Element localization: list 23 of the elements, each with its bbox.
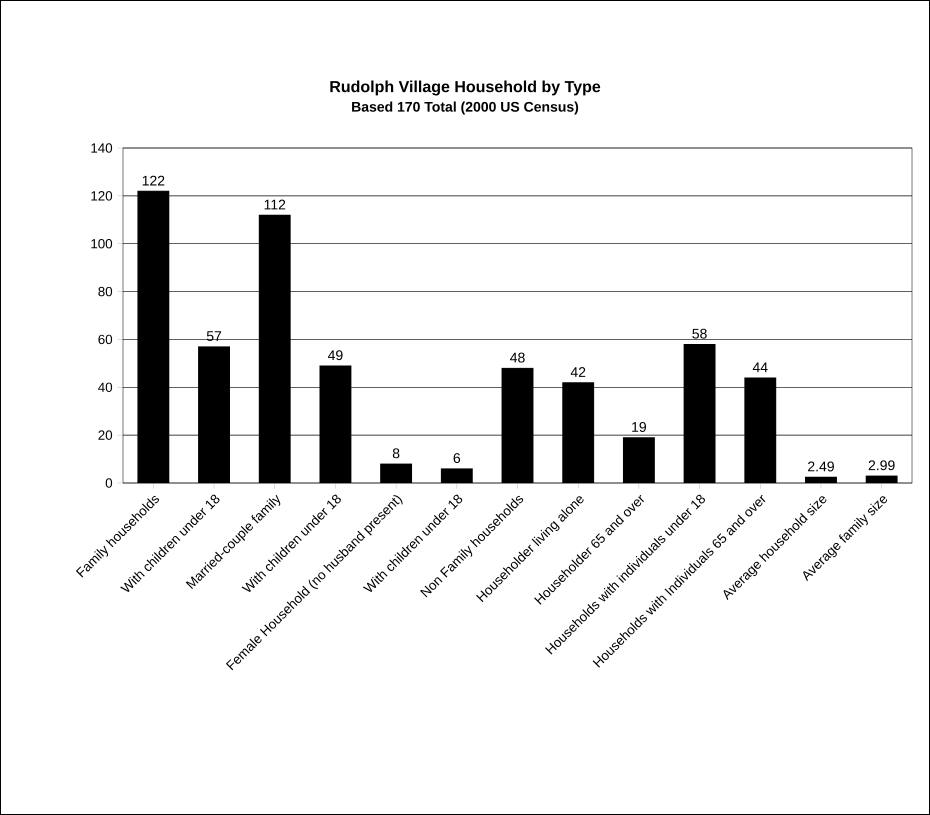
data-label: 2.49	[808, 462, 834, 472]
data-label: 44	[752, 362, 768, 372]
data-label: 58	[692, 328, 707, 339]
y-tick-label: 100	[91, 239, 112, 248]
data-label: 2.99	[868, 460, 895, 470]
y-tick-label: 40	[98, 382, 112, 392]
data-label: 8	[392, 448, 400, 458]
data-label: 42	[570, 367, 586, 377]
y-tick-label: 140	[91, 143, 112, 153]
data-label: 49	[328, 350, 343, 360]
y-tick-label: 60	[98, 334, 112, 344]
data-label: 57	[206, 331, 222, 342]
data-label: 48	[510, 352, 525, 363]
y-tick-label: 20	[98, 430, 112, 440]
y-tick-label: 120	[91, 191, 112, 201]
y-tick-label: 80	[98, 286, 112, 296]
data-label: 112	[264, 200, 286, 210]
data-label: 19	[632, 422, 646, 432]
y-tick-label: 0	[106, 478, 112, 488]
chart-subtitle: Based 170 Total (2000 US Census)	[352, 101, 578, 115]
data-label: 6	[454, 453, 460, 464]
data-label: 122	[142, 176, 164, 186]
chart-title: Rudolph Village Household by Type	[330, 80, 600, 96]
